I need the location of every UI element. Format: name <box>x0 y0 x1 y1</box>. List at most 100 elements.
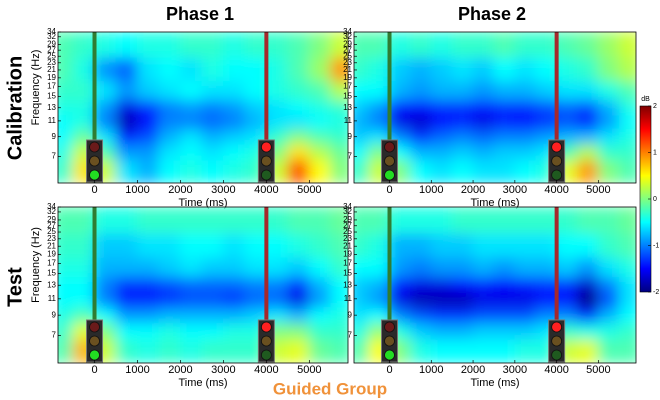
heatmap <box>58 32 348 183</box>
column-title: Phase 2 <box>458 4 526 24</box>
heatmap-cell <box>265 256 289 278</box>
heatmap-cell <box>330 306 348 324</box>
heatmap-cell <box>158 159 181 183</box>
colorbar-tick-label: 1 <box>653 149 657 156</box>
x-axis-label: Time (ms) <box>470 377 519 389</box>
heatmap-cell <box>179 113 203 130</box>
heatmap-cell <box>115 99 138 115</box>
colorbar-tick-label: 0 <box>653 196 657 203</box>
heatmap-cell <box>115 291 138 308</box>
heatmap-cell <box>597 56 620 82</box>
y-tick-label: 17 <box>343 82 352 91</box>
heatmap-cell <box>409 232 432 258</box>
y-tick-label: 21 <box>47 241 56 250</box>
y-tick-label: 34 <box>343 202 352 211</box>
heatmap-cell <box>115 338 138 363</box>
heatmap-cell <box>354 256 370 278</box>
y-tick-label: 23 <box>47 234 56 243</box>
heatmap-cell <box>308 306 332 324</box>
heatmap-cell <box>618 276 636 293</box>
heatmap-cell <box>222 207 246 234</box>
heatmap-cell <box>577 338 599 363</box>
heatmap-cell <box>409 159 432 183</box>
y-tick-label: 34 <box>47 27 56 36</box>
y-tick-label: 29 <box>343 40 352 49</box>
heatmap-cell <box>535 32 558 58</box>
heatmap-cell <box>222 256 246 278</box>
heatmap-cell <box>265 306 289 324</box>
heatmap-cell <box>389 99 411 115</box>
traffic-light <box>548 139 566 183</box>
heatmap-cell <box>94 306 117 324</box>
heatmap-cell <box>201 99 224 115</box>
heatmap-cell <box>222 99 246 115</box>
heatmap <box>58 207 348 363</box>
heatmap-cell <box>58 207 74 234</box>
heatmap-cell <box>287 32 310 58</box>
heatmap-cell <box>535 276 558 293</box>
heatmap-cell <box>136 322 160 340</box>
heatmap-cell <box>179 306 203 324</box>
heatmap-cell <box>179 256 203 278</box>
heatmap-cell <box>430 143 453 161</box>
heatmap-cell <box>244 113 267 130</box>
heatmap-cell <box>451 276 474 293</box>
heatmap-cell <box>287 322 310 340</box>
heatmap-cell <box>354 113 370 130</box>
heatmap-cell <box>115 113 138 130</box>
heatmap-cell <box>368 99 391 115</box>
heatmap-cell <box>451 113 474 130</box>
heatmap-cell <box>618 306 636 324</box>
heatmap-cell <box>597 291 620 308</box>
heatmap-cell <box>577 113 599 130</box>
heatmap-cell <box>115 143 138 161</box>
y-tick-label: 27 <box>47 221 56 230</box>
heatmap-cell <box>222 113 246 130</box>
heatmap-cell <box>72 291 96 308</box>
heatmap-cell <box>158 32 181 58</box>
heatmap-cell <box>354 56 370 82</box>
heatmap-cell <box>136 256 160 278</box>
y-tick-label: 34 <box>343 27 352 36</box>
heatmap-cell <box>265 32 289 58</box>
traffic-light <box>257 319 275 363</box>
heatmap-cell <box>201 291 224 308</box>
heatmap-cell <box>222 80 246 101</box>
heatmap-cell <box>201 32 224 58</box>
y-tick-label: 13 <box>47 280 56 289</box>
heatmap-cell <box>354 322 370 340</box>
heatmap-cell <box>368 306 391 324</box>
y-tick-label: 11 <box>48 294 57 303</box>
y-tick-label: 13 <box>343 103 352 112</box>
x-tick-label: 4000 <box>544 184 568 196</box>
heatmap-cell <box>244 56 267 82</box>
heatmap-cell <box>368 113 391 130</box>
heatmap-cell <box>158 256 181 278</box>
heatmap-cell <box>577 207 599 234</box>
heatmap-cell <box>597 113 620 130</box>
heatmap-cell <box>618 322 636 340</box>
heatmap-cell <box>597 306 620 324</box>
heatmap-cell <box>287 99 310 115</box>
y-tick-label: 25 <box>343 51 352 60</box>
heatmap-cell <box>58 56 74 82</box>
heatmap-cell <box>179 338 203 363</box>
heatmap-cell <box>115 128 138 145</box>
y-tick-label: 17 <box>47 82 56 91</box>
heatmap-cell <box>597 338 620 363</box>
heatmap-cell <box>556 207 579 234</box>
heatmap-cell <box>58 159 74 183</box>
heatmap-cell <box>451 80 474 101</box>
y-tick-label: 32 <box>343 32 352 41</box>
heatmap-cell <box>618 232 636 258</box>
heatmap-cell <box>514 232 537 258</box>
heatmap-cell <box>265 232 289 258</box>
heatmap-cell <box>201 276 224 293</box>
heatmap-cell <box>58 276 74 293</box>
heatmap-cell <box>58 291 74 308</box>
heatmap-cell <box>514 56 537 82</box>
heatmap-cell <box>158 143 181 161</box>
heatmap-cell <box>354 128 370 145</box>
